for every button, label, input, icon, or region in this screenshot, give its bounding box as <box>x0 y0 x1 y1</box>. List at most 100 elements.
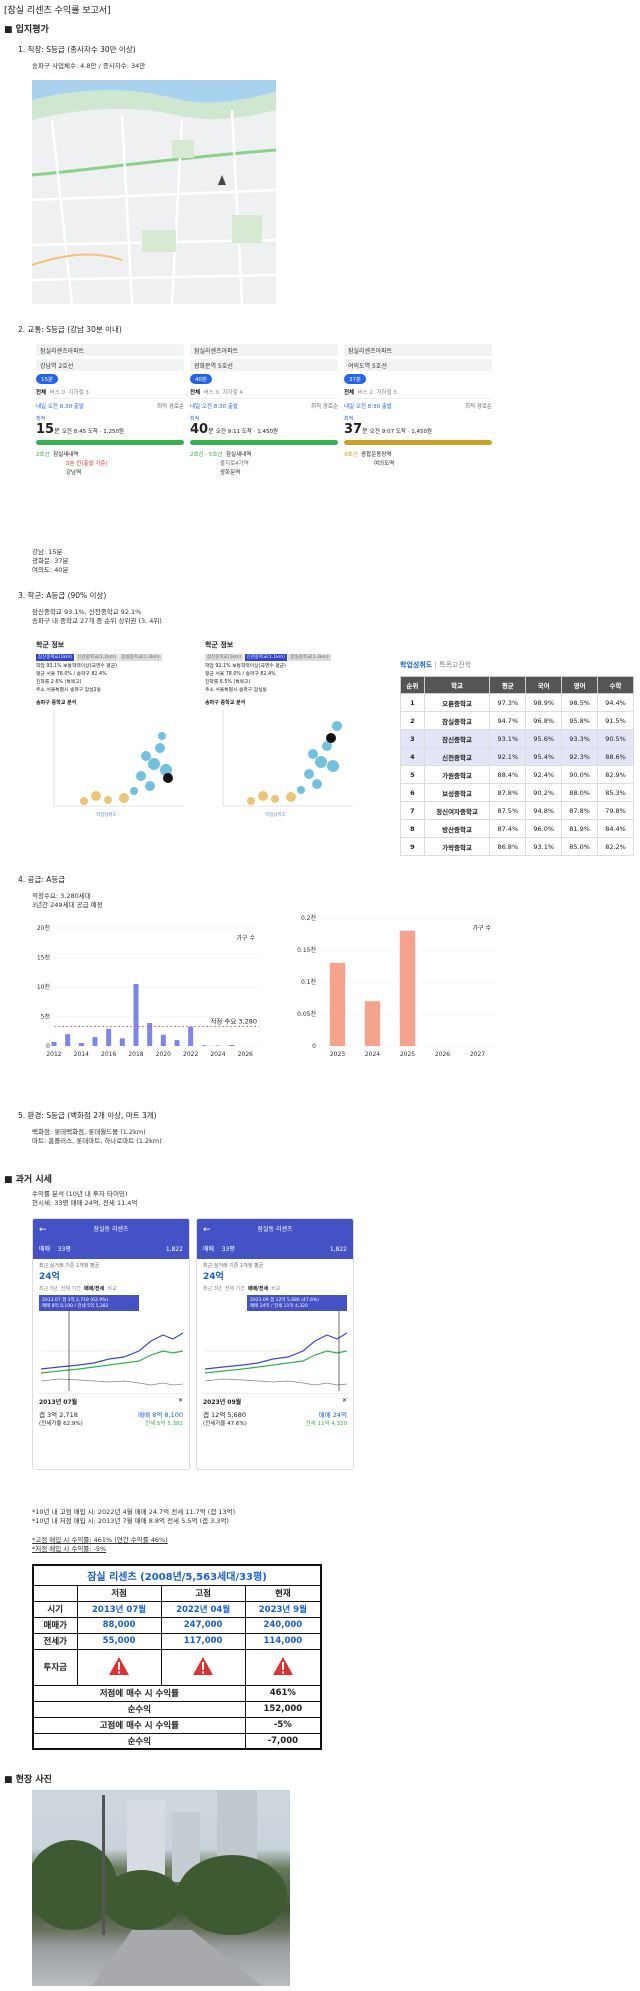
depart-time[interactable]: 내일 오전 8:30 출발 <box>344 404 392 410</box>
route-card-3[interactable]: 잠실리센츠아파트 여의도역 5호선 37분 전체 버스 2 지하철 5 내일 오… <box>344 344 492 504</box>
school-chip[interactable]: 잠신중학교(1km) <box>205 654 244 661</box>
price-card-1[interactable]: ← 잠실동 리센츠 매매 33평 1,822 최근 실거래 기준 1개월 평균 … <box>32 1218 190 1470</box>
school-chip[interactable]: 신천중학교(1.1km) <box>75 654 118 661</box>
route-tabs[interactable]: 전체 버스 0 지하철 3 <box>36 386 184 399</box>
rank-tab-special[interactable]: 특목고진학 <box>439 661 472 669</box>
school-info-line: 진학률 6.5% (특목고) <box>205 680 251 685</box>
page-title: [잠실 리센츠 수익률 보고서] <box>4 6 111 16</box>
tab-all[interactable]: 전체 <box>344 390 355 396</box>
commute-yeouido: 여의도: 40분 <box>32 566 69 574</box>
result-label: 순수익 <box>32 1732 246 1750</box>
route-tabs[interactable]: 전체 버스 2 지하철 5 <box>344 386 492 399</box>
route-origin-input[interactable]: 잠실리센츠아파트 <box>190 344 338 356</box>
complex-name: 잠실동 리센츠 <box>93 1226 129 1233</box>
route-tabs[interactable]: 전체 버스 0 지하철 4 <box>190 386 338 399</box>
bar <box>147 1022 153 1046</box>
result-value: -5% <box>244 1716 322 1734</box>
selected-month[interactable]: 2023년 09월 <box>203 1399 242 1406</box>
transit-duration-pill[interactable]: 37분 <box>344 374 367 384</box>
current-price: 24억 <box>203 1272 224 1282</box>
tab-bus[interactable]: 버스 0 <box>49 390 65 396</box>
deal-type[interactable]: 매매 <box>39 1246 51 1253</box>
sort-option[interactable]: 최적 경로순 <box>464 404 492 410</box>
bar <box>399 930 416 1046</box>
site-photo-graphic <box>32 1790 287 1986</box>
school-info-line: 평균 서울 78.0% / 송파구 82.4% <box>36 672 107 677</box>
rank-tab-achievement[interactable]: 학업성취도 <box>400 661 433 669</box>
price-card-2[interactable]: ← 잠실동 리센츠 매매 33평 1,822 최근 실거래 기준 1개월 평균 … <box>196 1218 354 1470</box>
sort-option[interactable]: 최적 경로순 <box>156 404 184 410</box>
district-map[interactable] <box>32 80 276 304</box>
y-tick-label: 0 <box>46 1043 50 1050</box>
x-tick-label: 2014 <box>74 1051 89 1058</box>
y-tick-label: 0.05천 <box>297 1010 316 1018</box>
rank-cell: 2 <box>400 711 425 730</box>
rank-cell: 88.6% <box>597 747 634 766</box>
route-card-2[interactable]: 잠실리센츠아파트 광화문역 5호선 40분 전체 버스 0 지하철 4 내일 오… <box>190 344 338 504</box>
route-origin-input[interactable]: 잠실리센츠아파트 <box>36 344 184 356</box>
rank-cell: 96.0% <box>525 819 563 838</box>
route-origin-input[interactable]: 잠실리센츠아파트 <box>344 344 492 356</box>
school-chip[interactable]: 잠실중학교(1.3km) <box>119 654 162 661</box>
route-destination-input[interactable]: 여의도역 5호선 <box>344 359 492 371</box>
back-arrow-icon[interactable]: ← <box>39 1225 47 1235</box>
rank-cell: 오륜중학교 <box>423 693 491 712</box>
section-photo: ■ 현장 사진 <box>4 1775 52 1785</box>
rank-cell: 가락중학교 <box>423 837 491 856</box>
commute-gangnam: 강남: 15분 <box>32 548 63 556</box>
school-chip-selected[interactable]: 잠신중학교(1km) <box>36 654 75 661</box>
transit-duration-pill[interactable]: 40분 <box>190 374 213 384</box>
rank-cell: 8 <box>400 819 425 838</box>
rank-cell: 98.9% <box>525 693 563 712</box>
route-minutes-unit: 분 <box>54 428 60 435</box>
tab-subway[interactable]: 지하철 3 <box>68 390 89 396</box>
x-tick-label: 2016 <box>101 1051 116 1058</box>
route-card-1[interactable]: 잠실리센츠아파트 강남역 2호선 15분 전체 버스 0 지하철 3 내일 오전… <box>36 344 184 504</box>
site-photo <box>32 1790 290 1986</box>
size-select[interactable]: 33평 <box>221 1246 235 1253</box>
history-line-1: 수익률 분석 (10년 내 투자 타이밍) <box>32 1190 128 1198</box>
tab-bus[interactable]: 버스 0 <box>203 390 219 396</box>
size-select[interactable]: 33평 <box>57 1246 71 1253</box>
school-info-card-2: 학군 정보 잠신중학교(1km) 신천중학교(1.1km) 잠실중학교(1.3k… <box>205 640 365 848</box>
tab-bus[interactable]: 버스 2 <box>357 390 373 396</box>
deal-type[interactable]: 매매 <box>203 1246 215 1253</box>
route-progress-bar <box>190 440 338 445</box>
school-info-line: 평균 서울 78.0% / 송파구 82.4% <box>205 672 276 677</box>
rank-cell: 95.8% <box>561 711 599 730</box>
range-tabs[interactable]: 최근 3년 전체 기간 매매/전세 비교 <box>203 1286 281 1292</box>
listing-count[interactable]: 1,822 <box>165 1246 183 1253</box>
tab-subway[interactable]: 지하철 5 <box>376 390 397 396</box>
close-icon[interactable]: ✕ <box>177 1397 183 1404</box>
invest-label: 투자금 <box>32 1648 78 1686</box>
listing-count[interactable]: 1,822 <box>329 1246 347 1253</box>
school-chip-selected[interactable]: 신천중학교(1.1km) <box>244 654 287 661</box>
gap-amount: 갭 12억 5,680 <box>203 1411 246 1419</box>
rank-cell: 5 <box>400 765 425 784</box>
rank-header: 국어 <box>525 676 563 694</box>
history-lines: 수익률 분석 (10년 내 투자 타이밍) 현시세: 33평 매매 24억, 전… <box>32 1190 137 1208</box>
x-tick-label: 2012 <box>46 1051 61 1058</box>
rank-cell: 92.1% <box>489 747 527 766</box>
transit-duration-pill[interactable]: 15분 <box>36 374 59 384</box>
rank-row: 5 가원중학교 88.4% 92.4% 90.0% 82.9% <box>400 765 634 784</box>
period-note: 최근 실거래 기준 1개월 평균 <box>203 1263 264 1269</box>
tab-all[interactable]: 전체 <box>190 390 201 396</box>
range-tabs[interactable]: 최근 3년 전체 기간 매매/전세 비교 <box>39 1286 117 1292</box>
selected-month[interactable]: 2013년 07월 <box>39 1399 78 1406</box>
close-icon[interactable]: ✕ <box>341 1397 347 1404</box>
sort-option[interactable]: 최적 경로순 <box>310 404 338 410</box>
bar <box>106 1028 112 1046</box>
result-label: 고점에 매수 시 수익률 <box>32 1716 246 1734</box>
tab-subway[interactable]: 지하철 4 <box>222 390 243 396</box>
bar <box>174 1040 180 1046</box>
route-destination-input[interactable]: 강남역 2호선 <box>36 359 184 371</box>
depart-time[interactable]: 내일 오전 8:30 출발 <box>36 404 84 410</box>
tab-all[interactable]: 전체 <box>36 390 47 396</box>
rank-cell: 82.9% <box>597 765 634 784</box>
school-chip[interactable]: 잠실중학교(1.3km) <box>288 654 331 661</box>
result-value: 152,000 <box>244 1700 322 1718</box>
back-arrow-icon[interactable]: ← <box>203 1225 211 1235</box>
route-destination-input[interactable]: 광화문역 5호선 <box>190 359 338 371</box>
depart-time[interactable]: 내일 오전 8:30 출발 <box>190 404 238 410</box>
